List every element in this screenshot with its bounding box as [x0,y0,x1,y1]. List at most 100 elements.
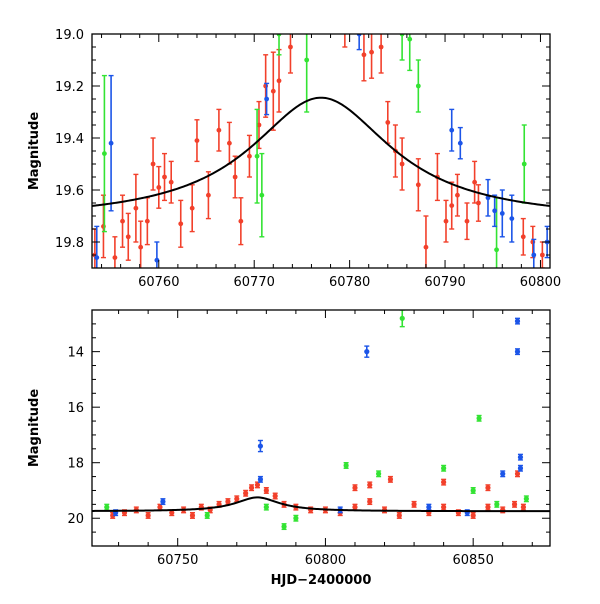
marker [254,482,261,488]
data-point [385,100,391,144]
marker [361,52,367,58]
data-point [94,225,100,268]
data-point [281,523,287,531]
marker [441,479,447,485]
data-point [441,503,447,511]
marker [441,504,447,510]
marker [160,498,166,505]
data-point [520,503,527,511]
marker [369,49,374,55]
marker [162,174,167,180]
marker [257,476,264,482]
data-point [254,481,261,489]
marker [263,487,269,494]
plot-area [92,310,550,531]
marker [464,218,470,224]
marker [423,244,429,250]
marker [102,151,107,157]
data-point [407,34,413,72]
plot-frame [91,33,551,269]
marker [272,493,278,499]
marker [352,504,358,510]
data-point [154,241,160,268]
marker [378,44,384,50]
data-point [494,500,500,508]
marker [304,57,310,63]
model-curve [92,496,550,513]
x-tick-label: 60790 [424,275,465,290]
y-tick-label: 20 [67,512,84,527]
data-point [367,481,373,489]
marker [270,88,276,94]
data-point [492,194,498,228]
marker [455,192,460,198]
data-point [470,511,476,519]
marker [288,44,293,50]
data-point [144,197,150,246]
marker [254,153,260,159]
marker [476,200,481,206]
marker [443,218,449,224]
data-point [499,189,505,238]
data-point [423,215,429,268]
marker [364,349,370,355]
data-point [248,484,255,492]
marker [144,218,150,224]
data-point [443,199,449,243]
plot-frame [91,309,551,547]
marker [499,211,505,216]
marker [264,96,270,102]
data-point [364,345,370,358]
data-point [342,19,348,48]
marker [263,504,269,510]
data-point [514,470,521,478]
marker [257,443,264,449]
marker [411,501,417,507]
marker [206,192,211,198]
data-point [520,217,526,256]
marker [367,482,373,488]
data-point [259,152,265,238]
data-point [160,498,166,506]
data-point [216,108,222,152]
x-tick-label: 60800 [305,553,346,568]
marker [108,140,114,146]
marker [145,512,151,519]
marker [154,257,160,263]
data-point [112,236,118,268]
marker [243,490,249,496]
marker [476,415,482,421]
marker [293,515,299,521]
marker [343,462,349,469]
data-point [454,173,460,217]
marker [169,510,175,516]
series-1 [101,34,527,268]
data-point [150,137,156,191]
marker [415,83,421,89]
marker [514,349,521,355]
data-point [178,199,184,248]
data-point [257,475,264,483]
marker [494,247,499,253]
marker [521,161,527,167]
data-point [472,160,478,204]
panel-zoom: 60760 60770 60780 60790 60800 19.0 19.2 19.4 19.… [27,19,561,290]
x-tick-label: 60770 [234,275,275,290]
data-point [470,486,476,494]
y-tick-label: 19.6 [55,184,84,199]
data-point [361,34,367,82]
data-point [293,514,299,522]
data-point [367,498,373,506]
data-point [387,475,394,483]
data-point [511,500,518,508]
data-point [304,34,310,113]
y-tick-label: 19.2 [55,80,84,95]
data-point [521,124,527,204]
marker [342,19,347,24]
marker [492,208,498,214]
y-tick-label: 19.0 [55,28,84,43]
marker [238,218,244,224]
data-point [485,503,491,511]
marker [189,205,195,211]
y-tick-label: 18 [67,457,84,472]
